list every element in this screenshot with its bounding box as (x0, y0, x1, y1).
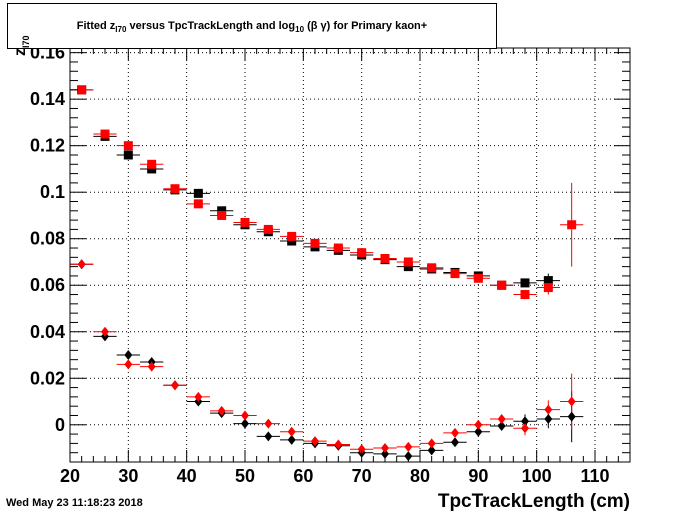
diamond-marker (451, 437, 459, 448)
square-marker (520, 278, 530, 288)
diamond-marker (171, 380, 179, 391)
square-marker (520, 290, 530, 300)
y-tick-label: 0 (55, 415, 65, 435)
x-tick-label: 70 (352, 466, 372, 486)
y-axis-label-sub: I70 (21, 35, 32, 48)
square-marker (217, 210, 227, 220)
diamond-marker (474, 419, 483, 430)
diamond-marker (521, 416, 529, 427)
square-marker (543, 276, 553, 286)
diamond-marker (497, 420, 506, 431)
diamond-marker (544, 413, 553, 424)
square-marker (287, 231, 297, 241)
square-marker (380, 253, 390, 263)
diamond-marker (264, 418, 273, 429)
title-middle-sub: 10 (295, 25, 305, 35)
x-tick-label: 60 (293, 466, 313, 486)
x-tick-label: 80 (410, 466, 430, 486)
diamond-marker (497, 413, 506, 424)
x-tick-label: 100 (522, 466, 552, 486)
title-prefix-sub: I70 (115, 25, 127, 35)
x-tick-label: 110 (580, 466, 609, 486)
diamond-marker (521, 423, 529, 434)
data-markers (77, 85, 577, 462)
diamond-marker (311, 436, 319, 447)
title-prefix: Fitted z (76, 20, 116, 32)
title-suffix: (β γ) for Primary kaon+ (304, 20, 428, 32)
square-marker (310, 238, 320, 248)
title-middle: versus TpcTrackLength and log (126, 20, 296, 32)
y-tick-label: 0.1 (40, 182, 65, 202)
diamond-marker (404, 441, 413, 452)
diamond-marker (287, 434, 296, 445)
error-bars (70, 88, 584, 459)
square-marker (403, 262, 413, 272)
tick-labels: 20 30 40 50 60 70 80 90 100 110 0 0.02 0.04 0.06 0.08 0… (30, 43, 610, 486)
y-tick-label: 0.14 (30, 89, 65, 109)
x-tick-label: 90 (468, 466, 488, 486)
square-marker (240, 217, 250, 227)
square-marker (263, 224, 273, 234)
diamond-marker (77, 259, 86, 270)
y-tick-label: 0.04 (30, 322, 65, 342)
square-marker (170, 184, 180, 194)
diamond-marker (124, 350, 133, 361)
square-marker (543, 283, 553, 293)
y-tick-label: 0.08 (30, 229, 65, 249)
chart-title: Fitted zI70 versus TpcTrackLength and lo… (8, 20, 496, 34)
plot-frame (69, 47, 631, 463)
x-tick-label: 40 (177, 466, 197, 486)
square-marker (123, 150, 133, 160)
diamond-marker (287, 426, 296, 437)
title-box: Fitted zI70 versus TpcTrackLength and lo… (7, 3, 497, 49)
square-marker (427, 263, 437, 273)
diamond-marker (194, 391, 203, 402)
x-tick-label: 50 (235, 466, 255, 486)
square-marker (147, 159, 157, 169)
square-marker (403, 257, 413, 267)
diamond-marker (241, 410, 249, 421)
diamond-marker (124, 359, 133, 370)
square-marker (497, 280, 507, 290)
footer-date: Wed May 23 11:18:23 2018 (6, 497, 143, 509)
y-tick-label: 0.02 (30, 368, 65, 388)
square-marker (193, 188, 203, 198)
y-tick-label: 0.06 (30, 275, 65, 295)
diamond-marker (427, 445, 436, 456)
x-tick-label: 30 (118, 466, 138, 486)
square-marker (473, 273, 483, 283)
square-marker (77, 85, 87, 95)
y-axis-label-main: z (12, 48, 29, 56)
diamond-marker (264, 431, 273, 442)
y-tick-label: 0.12 (30, 136, 65, 156)
x-axis-label: TpcTrackLength (cm) (437, 491, 630, 512)
diamond-marker (334, 439, 343, 450)
diamond-marker (241, 418, 249, 429)
diamond-marker (381, 443, 389, 454)
diamond-marker (567, 411, 576, 422)
diamond-marker (474, 426, 483, 437)
square-marker (567, 220, 577, 230)
diamond-marker (451, 427, 459, 438)
square-marker (100, 129, 110, 139)
square-marker (147, 164, 157, 174)
square-marker (333, 243, 343, 253)
diamond-marker (567, 396, 576, 407)
x-tick-label: 20 (60, 466, 80, 486)
y-axis-label: zI70 (12, 35, 31, 56)
diamond-marker (217, 405, 226, 416)
diamond-marker (544, 404, 553, 415)
diamond-marker (357, 444, 366, 455)
diamond-marker (147, 361, 156, 372)
diamond-marker (381, 448, 389, 459)
diamond-marker (427, 438, 436, 449)
square-marker (450, 269, 460, 279)
square-marker (287, 236, 297, 246)
square-marker (123, 141, 133, 151)
square-marker (217, 206, 227, 216)
square-marker (357, 248, 367, 258)
diamond-marker (101, 326, 109, 337)
square-marker (193, 199, 203, 209)
